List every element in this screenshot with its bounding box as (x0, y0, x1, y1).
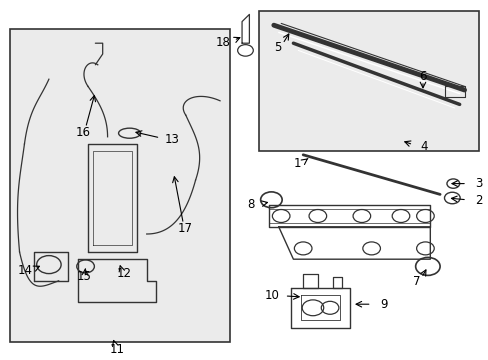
Text: 10: 10 (264, 289, 279, 302)
Text: 11: 11 (110, 343, 125, 356)
Text: 14: 14 (17, 264, 32, 277)
Text: 1: 1 (293, 157, 300, 170)
Text: 13: 13 (164, 133, 179, 146)
Text: 2: 2 (474, 194, 482, 207)
Text: 15: 15 (77, 270, 92, 283)
Text: 9: 9 (379, 298, 387, 311)
Text: 5: 5 (273, 41, 281, 54)
Text: 4: 4 (420, 140, 427, 153)
Text: 7: 7 (412, 275, 420, 288)
Text: 12: 12 (116, 267, 131, 280)
Text: 18: 18 (215, 36, 230, 49)
Text: 17: 17 (177, 222, 192, 235)
Text: 8: 8 (247, 198, 255, 211)
FancyBboxPatch shape (259, 11, 478, 151)
Text: 3: 3 (474, 177, 482, 190)
Text: 16: 16 (76, 126, 90, 139)
FancyBboxPatch shape (10, 29, 229, 342)
Text: 6: 6 (418, 70, 426, 83)
